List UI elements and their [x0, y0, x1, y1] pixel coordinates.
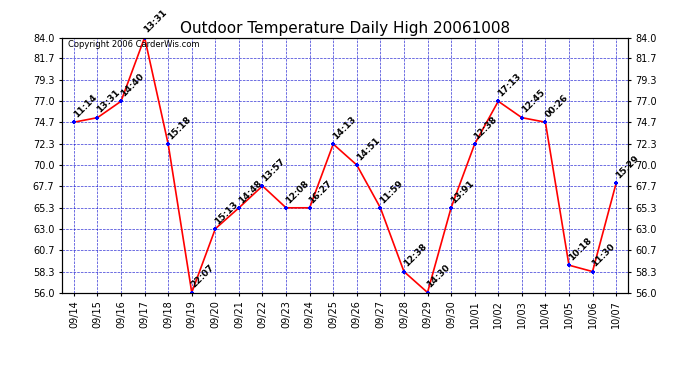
Point — [233, 205, 244, 211]
Text: 11:30: 11:30 — [591, 242, 617, 269]
Point — [257, 183, 268, 189]
Text: 15:29: 15:29 — [614, 154, 640, 180]
Text: 15:18: 15:18 — [166, 115, 193, 141]
Text: 12:38: 12:38 — [473, 115, 499, 141]
Point — [351, 162, 362, 168]
Point — [115, 98, 126, 104]
Text: 10:18: 10:18 — [566, 236, 593, 262]
Point — [611, 180, 622, 186]
Point — [210, 226, 221, 232]
Point — [304, 205, 315, 211]
Point — [540, 119, 551, 125]
Text: 12:08: 12:08 — [284, 178, 310, 205]
Text: 11:59: 11:59 — [378, 178, 405, 205]
Point — [398, 268, 409, 274]
Text: 00:26: 00:26 — [543, 93, 570, 119]
Text: 17:13: 17:13 — [496, 72, 523, 99]
Text: Copyright 2006 CarderWis.com: Copyright 2006 CarderWis.com — [68, 40, 199, 49]
Title: Outdoor Temperature Daily High 20061008: Outdoor Temperature Daily High 20061008 — [180, 21, 510, 36]
Text: 14:48: 14:48 — [237, 178, 264, 205]
Text: 11:14: 11:14 — [72, 93, 99, 119]
Point — [375, 205, 386, 211]
Point — [564, 262, 575, 268]
Point — [587, 268, 598, 274]
Text: 22:07: 22:07 — [190, 263, 216, 290]
Text: 13:91: 13:91 — [449, 178, 475, 205]
Point — [516, 115, 527, 121]
Point — [328, 141, 339, 147]
Point — [422, 290, 433, 296]
Point — [469, 141, 480, 147]
Point — [493, 98, 504, 104]
Point — [281, 205, 292, 211]
Text: 13:31: 13:31 — [142, 8, 169, 35]
Text: 12:45: 12:45 — [520, 88, 546, 115]
Text: 13:31: 13:31 — [95, 88, 122, 115]
Text: 14:13: 14:13 — [331, 115, 357, 141]
Point — [186, 290, 197, 296]
Text: 15:13: 15:13 — [213, 200, 239, 226]
Text: 14:51: 14:51 — [355, 135, 382, 162]
Text: 12:38: 12:38 — [402, 242, 428, 269]
Point — [446, 205, 457, 211]
Point — [163, 141, 174, 147]
Point — [139, 34, 150, 40]
Text: 14:30: 14:30 — [425, 263, 452, 290]
Text: 14:40: 14:40 — [119, 72, 146, 99]
Text: 16:27: 16:27 — [308, 178, 334, 205]
Text: 13:57: 13:57 — [260, 156, 287, 183]
Point — [92, 115, 103, 121]
Point — [68, 119, 79, 125]
